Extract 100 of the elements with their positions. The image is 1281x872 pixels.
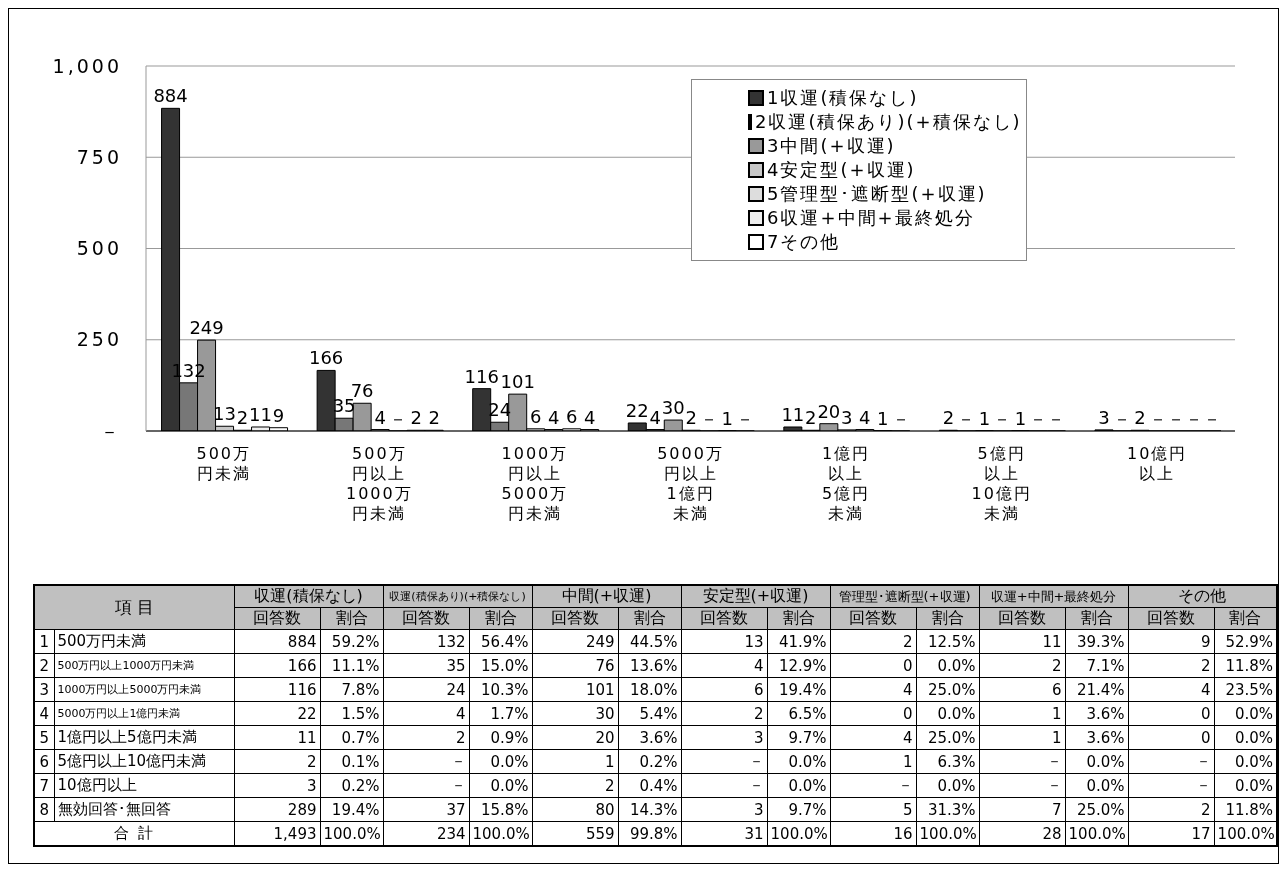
text: 1,493: [273, 824, 317, 843]
data-label: 1: [877, 407, 889, 429]
category-label: 割合: [469, 607, 533, 630]
data-label: 11: [781, 403, 805, 425]
text: 44.5%: [629, 632, 678, 651]
category-label: 割合: [767, 607, 831, 630]
text: 6.5%: [788, 704, 827, 723]
text: 1: [903, 752, 913, 771]
category-label: 500万円以上1000万円未満: [57, 659, 195, 672]
text: 4: [903, 728, 913, 747]
text: 11.8%: [1225, 656, 1274, 675]
text: 16: [893, 824, 913, 843]
y-tick-label: －: [100, 419, 122, 442]
text: 5: [903, 800, 913, 819]
text: 2: [1201, 800, 1211, 819]
text: 2: [1201, 656, 1211, 675]
text: 3: [306, 776, 317, 795]
text: 管理型･遮断型(+収運): [830, 585, 980, 608]
data-label: 1: [1014, 407, 1027, 429]
text: 13: [744, 632, 764, 651]
category-label: 8: [39, 800, 50, 819]
text: 3: [754, 800, 764, 819]
category-label: 1000万円以上5000万円未満: [57, 683, 202, 696]
text: 25.0%: [927, 728, 976, 747]
x-tick-label: 500万円以上1000万円未満: [346, 444, 413, 523]
y-tick-label: 1,000: [52, 54, 122, 77]
text: 6: [39, 752, 50, 771]
x-tick-label: 5億円以上10億円未満: [971, 444, 1032, 523]
text: 0.0%: [1234, 752, 1274, 771]
text: 1.7%: [490, 704, 529, 723]
data-label: 20: [817, 400, 841, 422]
legend-label: 4安定型(+収運): [767, 158, 916, 182]
text: 31.3%: [927, 800, 976, 819]
text: 116: [287, 680, 317, 699]
category-label: 3: [39, 680, 50, 699]
text: 28: [1042, 824, 1062, 843]
text: 31: [744, 824, 764, 843]
text: 11: [1042, 632, 1062, 651]
text: 20: [595, 728, 615, 747]
text: 0.0%: [1086, 776, 1125, 795]
text: 17: [1191, 824, 1211, 843]
text: 0.0%: [937, 704, 976, 723]
data-label: 1: [721, 407, 733, 429]
text: 0.4%: [639, 776, 678, 795]
category-label: 無効回答･無回答: [57, 800, 171, 818]
text: 37: [446, 800, 466, 819]
category-label: 6: [754, 680, 764, 699]
data-label: 116: [464, 365, 499, 387]
category-label: 1億円以上5億円未満: [57, 728, 197, 746]
data-label: 4: [649, 406, 661, 428]
text: 収運(積保あり)(+積保なし): [383, 585, 533, 608]
text: －: [897, 776, 913, 794]
text: 0.2%: [341, 776, 380, 795]
data-label: －: [1047, 407, 1066, 429]
data-label: －: [389, 407, 408, 429]
text: 1: [1052, 704, 1062, 723]
text: 0.9%: [490, 728, 529, 747]
text: 76: [595, 656, 615, 675]
text: 100.0%: [919, 824, 977, 843]
text: 4: [1201, 680, 1211, 699]
text: 39.3%: [1076, 632, 1125, 651]
data-label: 4: [583, 406, 596, 428]
data-label: 2: [685, 407, 697, 429]
data-label: 249: [189, 317, 224, 339]
text: 289: [287, 800, 317, 819]
text: 13.6%: [629, 656, 678, 675]
text: 249: [585, 632, 615, 651]
text: 25.0%: [927, 680, 976, 699]
text: 0.0%: [1086, 752, 1125, 771]
text: 9: [1201, 632, 1211, 651]
text: 2: [604, 776, 615, 795]
text: 7.8%: [341, 680, 380, 699]
data-label: 30: [661, 397, 685, 419]
text: 7: [1052, 800, 1062, 819]
text: 18.0%: [629, 680, 678, 699]
text: 0.0%: [788, 776, 827, 795]
category-label: 回答数: [234, 607, 320, 630]
y-tick-label: 250: [76, 328, 122, 351]
data-label: 101: [500, 371, 535, 393]
text: 1: [604, 752, 615, 771]
x-tick-label: 5000万円以上1億円未満: [657, 444, 724, 523]
text: 2: [455, 728, 466, 747]
data-label: －: [1202, 407, 1221, 429]
text: 9.7%: [788, 728, 827, 747]
data-label: －: [700, 407, 719, 429]
data-label: －: [1166, 407, 1185, 429]
data-label: 1: [978, 407, 991, 429]
text: 166: [287, 656, 317, 675]
text: 収運(積保なし): [234, 585, 384, 608]
legend-label: 2収運(積保あり)(+積保なし): [755, 110, 1022, 134]
text: 9.7%: [788, 800, 827, 819]
legend-label: 7その他: [767, 230, 841, 254]
text: 4: [455, 704, 466, 723]
category-label: 5000万円以上1億円未満: [57, 707, 181, 720]
text: 0: [903, 704, 913, 723]
data-label: －: [957, 407, 976, 429]
data-label: 2: [805, 407, 817, 429]
text: 0.0%: [788, 752, 827, 771]
data-label: 2: [428, 407, 440, 429]
text: －: [748, 752, 764, 770]
